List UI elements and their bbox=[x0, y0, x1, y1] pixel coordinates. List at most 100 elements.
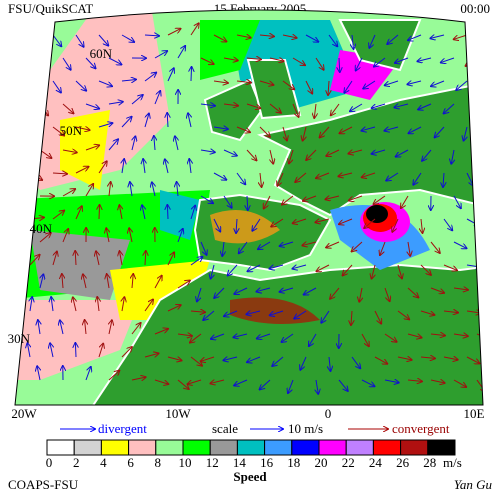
wind-arrow bbox=[431, 80, 445, 86]
wind-arrow bbox=[119, 205, 122, 220]
legend-convergent: convergent bbox=[392, 421, 450, 436]
wind-arrow bbox=[131, 377, 146, 380]
wind-arrow bbox=[154, 379, 168, 384]
wind-arrow bbox=[62, 103, 73, 113]
wind-arrow bbox=[372, 103, 386, 108]
wind-arrow bbox=[363, 80, 376, 89]
colorbar-label: 4 bbox=[100, 455, 107, 470]
wind-arrow bbox=[108, 371, 119, 381]
wind-arrow bbox=[37, 366, 40, 381]
map-frame bbox=[14, 9, 484, 406]
wind-arrow bbox=[330, 287, 340, 299]
wind-arrow bbox=[260, 379, 271, 389]
wind-arrow bbox=[177, 182, 178, 197]
wind-arrow bbox=[96, 251, 99, 266]
wind-arrow bbox=[374, 310, 381, 324]
wind-arrow bbox=[236, 126, 250, 132]
wind-arrow bbox=[374, 57, 386, 67]
wind-arrow bbox=[154, 91, 160, 105]
wind-arrow bbox=[119, 251, 122, 266]
wind-arrow bbox=[52, 80, 61, 93]
wind-arrow bbox=[420, 310, 434, 315]
wind-arrow bbox=[292, 57, 305, 65]
wind-arrow bbox=[200, 57, 214, 64]
colorbar-label: 18 bbox=[287, 455, 300, 470]
wind-arrow bbox=[85, 367, 91, 381]
zone bbox=[366, 205, 388, 223]
colorbar-swatch bbox=[345, 439, 374, 456]
wind-arrow bbox=[223, 357, 238, 360]
wind-arrow bbox=[329, 356, 330, 371]
colorbar-swatch bbox=[73, 439, 102, 456]
wind-arrow bbox=[401, 195, 409, 208]
wind-arrow bbox=[300, 356, 307, 370]
wind-arrow bbox=[132, 136, 135, 151]
wind-arrow bbox=[352, 241, 363, 251]
wind-arrow bbox=[223, 149, 237, 156]
lat-label: 40N bbox=[30, 221, 53, 236]
wind-arrow bbox=[408, 34, 422, 40]
wind-arrow bbox=[29, 34, 41, 44]
wind-arrow bbox=[384, 127, 399, 131]
wind-arrow bbox=[430, 287, 444, 293]
wind-arrow bbox=[154, 51, 167, 59]
wind-arrow bbox=[131, 95, 143, 105]
wind-arrow bbox=[177, 229, 183, 243]
wind-arrow bbox=[422, 149, 432, 161]
wind-arrow bbox=[75, 34, 84, 47]
wind-arrow bbox=[167, 305, 181, 312]
wind-arrow bbox=[40, 274, 43, 289]
wind-arrow bbox=[394, 104, 409, 107]
wind-arrow bbox=[236, 172, 245, 184]
wind-arrow bbox=[75, 127, 90, 130]
terrain bbox=[210, 210, 280, 244]
wind-arrow bbox=[213, 81, 228, 83]
wind-arrow bbox=[210, 380, 225, 383]
wind-arrow bbox=[85, 184, 93, 197]
wind-arrow bbox=[359, 287, 362, 302]
wind-arrow bbox=[246, 103, 260, 108]
wind-arrow bbox=[369, 34, 376, 48]
zone bbox=[60, 110, 110, 190]
wind-arrow bbox=[417, 58, 432, 61]
colorbar-label: 22 bbox=[342, 455, 355, 470]
wind-arrow bbox=[339, 218, 353, 224]
legend-divergent: divergent bbox=[98, 421, 147, 436]
wind-arrow bbox=[108, 102, 123, 104]
wind-arrow bbox=[407, 287, 418, 297]
wind-arrow bbox=[272, 356, 284, 366]
wind-arrow bbox=[52, 252, 57, 266]
wind-arrow bbox=[109, 320, 112, 335]
wind-arrow bbox=[167, 113, 168, 128]
wind-arrow bbox=[316, 379, 318, 394]
wind-arrow bbox=[328, 34, 337, 46]
wind-arrow bbox=[236, 35, 251, 38]
wind-arrow bbox=[224, 310, 238, 316]
colorbar-swatch bbox=[100, 439, 130, 456]
wind-arrow bbox=[213, 172, 226, 180]
wind-arrow bbox=[372, 264, 375, 279]
wind-arrow bbox=[223, 58, 238, 60]
wind-arrow bbox=[239, 241, 248, 253]
map bbox=[15, 10, 483, 405]
wind-arrow bbox=[305, 34, 318, 42]
colorbar-swatch bbox=[46, 439, 75, 456]
wind-arrow bbox=[331, 103, 340, 115]
wind-arrow bbox=[252, 218, 261, 231]
lon-label: 10W bbox=[165, 406, 191, 421]
wind-arrow bbox=[142, 205, 145, 220]
wind-arrow bbox=[280, 287, 294, 292]
wind-arrow bbox=[321, 310, 330, 323]
wind-arrow bbox=[246, 58, 261, 59]
lat-label: 50N bbox=[60, 123, 83, 138]
wind-arrow bbox=[85, 57, 96, 68]
wind-arrow bbox=[246, 311, 261, 314]
wind-arrow bbox=[191, 67, 192, 82]
wind-arrow bbox=[421, 218, 422, 233]
wind-arrow bbox=[441, 57, 455, 63]
wind-arrow bbox=[443, 311, 458, 313]
wind-arrow bbox=[396, 149, 409, 157]
wind-arrow bbox=[407, 380, 422, 381]
colorbar-label: 10 bbox=[179, 455, 192, 470]
wind-arrow bbox=[338, 173, 353, 176]
